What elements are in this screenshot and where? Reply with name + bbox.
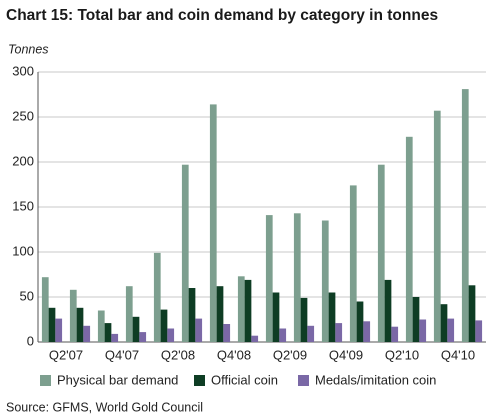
bar	[265, 215, 273, 342]
bar	[167, 328, 175, 342]
bar	[139, 332, 147, 342]
legend-swatch	[298, 375, 309, 386]
y-tick-label: 50	[20, 288, 34, 303]
x-tick-label: Q2'08	[161, 347, 195, 362]
x-tick-label: Q4'10	[441, 347, 475, 362]
bar	[104, 323, 112, 342]
y-tick-label: 150	[12, 198, 34, 213]
x-tick-label: Q2'10	[385, 347, 419, 362]
bar	[475, 320, 483, 342]
bar	[335, 323, 343, 342]
chart-title: Chart 15: Total bar and coin demand by c…	[6, 7, 438, 24]
bar	[48, 307, 56, 342]
bar	[419, 319, 427, 342]
bar	[97, 310, 105, 342]
legend-swatch	[40, 375, 51, 386]
y-tick-label: 300	[12, 63, 34, 78]
bar	[216, 286, 224, 342]
bar	[132, 316, 140, 342]
bar	[307, 325, 315, 342]
y-tick-label: 200	[12, 153, 34, 168]
bar	[153, 252, 161, 342]
bar	[377, 164, 385, 342]
bar	[405, 136, 413, 342]
legend-label: Physical bar demand	[57, 372, 178, 387]
x-tick-label: Q4'08	[217, 347, 251, 362]
bar	[237, 276, 245, 342]
bar	[195, 318, 203, 342]
bar	[76, 307, 84, 342]
bar	[447, 318, 455, 342]
x-tick-label: Q4'07	[105, 347, 139, 362]
legend-swatch	[194, 375, 205, 386]
bar	[384, 279, 392, 342]
x-tick-label: Q2'07	[49, 347, 83, 362]
x-tick-label: Q4'09	[329, 347, 363, 362]
bar	[293, 213, 301, 342]
bar	[300, 297, 308, 342]
bar	[111, 333, 119, 342]
bar	[272, 292, 280, 342]
bar	[440, 304, 448, 342]
y-tick-label: 250	[12, 108, 34, 123]
bar	[55, 318, 63, 342]
bar	[244, 279, 252, 342]
legend-label: Medals/imitation coin	[315, 372, 436, 387]
bar	[321, 220, 329, 342]
bar	[468, 285, 476, 342]
bar	[279, 328, 287, 342]
bar	[356, 301, 364, 342]
bar	[349, 185, 357, 342]
x-tick-label: Q2'09	[273, 347, 307, 362]
legend-label: Official coin	[211, 372, 278, 387]
y-tick-label: 100	[12, 243, 34, 258]
source: Source: GFMS, World Gold Council	[6, 400, 203, 414]
y-axis-label: Tonnes	[8, 42, 49, 56]
bar	[69, 289, 77, 342]
bar	[461, 89, 469, 342]
y-tick-label: 0	[27, 333, 34, 348]
bar	[251, 335, 259, 342]
bar	[223, 324, 231, 342]
bar	[83, 325, 91, 342]
bar	[188, 288, 196, 342]
bar	[328, 292, 336, 342]
bar	[181, 164, 189, 342]
bar	[433, 110, 441, 342]
bar	[41, 277, 49, 342]
bar	[391, 326, 399, 342]
bar	[412, 297, 420, 342]
bar	[363, 321, 371, 342]
bar	[209, 104, 217, 343]
bar	[125, 286, 133, 342]
bar	[160, 309, 168, 342]
